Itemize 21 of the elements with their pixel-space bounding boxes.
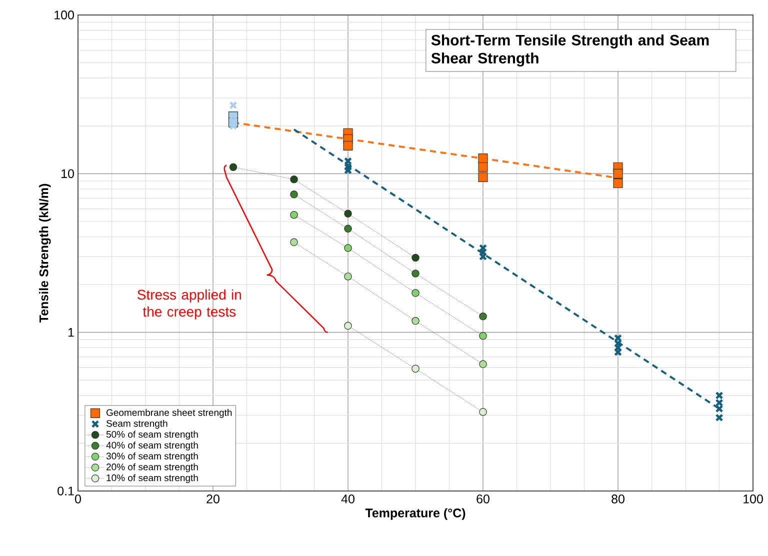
legend-label: 40% of seam strength [106,442,198,450]
x-axis-title: Temperature (°C) [365,508,466,520]
y-axis-title: Tensile Strength (kN/m) [39,184,51,323]
x-tick-label: 100 [744,494,763,504]
legend-label: Seam strength [106,420,168,429]
y-tick-label: 1 [68,328,74,337]
y-tick-label: 0.1 [58,486,74,496]
x-tick-label: 60 [476,494,490,504]
legend-label: 30% of seam strength [106,452,198,462]
text: Short-Term Tensile Strength and Seam Shear Strength [431,34,709,67]
x-tick-label: 40 [341,494,354,504]
y-tick-label: 10 [62,169,74,178]
legend-label: 10% of seam strength [106,474,198,484]
legend-label: 50% of seam strength [106,430,198,440]
legend-label: Geomembrane sheet strength [106,408,232,418]
x-tick-label: 0 [75,494,81,504]
annotation: Stress applied in the creep tests [137,289,241,320]
y-tick-label: 100 [54,10,74,20]
x-tick-label: 80 [612,494,624,504]
legend-label: 20% of seam strength [106,463,198,472]
x-tick-label: 20 [206,494,220,504]
